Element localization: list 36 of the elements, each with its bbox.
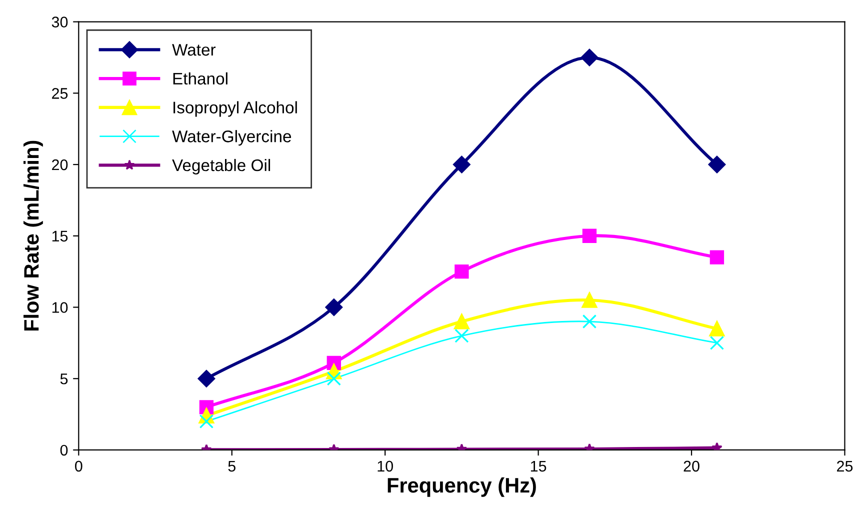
point [708,156,726,174]
y-tick-label: 25 [52,88,68,99]
legend-label: Isopropyl Alcohol [174,101,297,117]
point [198,370,216,388]
point [582,314,597,329]
y-tick-label: 10 [52,302,68,313]
point [710,336,724,350]
point [325,298,343,316]
point [709,320,725,336]
legend-label: Water [172,44,216,56]
point [453,156,470,174]
x-axis-title: Frequency (Hz) [388,477,536,497]
y-tick-label: 5 [60,374,68,384]
point [582,228,597,243]
x-tick-label: 15 [530,460,546,472]
legend-label: Water-Glyercine [172,130,292,146]
x-tick-label: 5 [228,460,236,472]
x-tick-label: 0 [75,460,82,472]
x-tick-label: 10 [378,460,393,472]
legend-label: Ethanol [173,72,228,85]
y-tick-label: 30 [52,16,68,28]
point [582,292,598,308]
point [454,314,470,330]
y-tick-label: 20 [52,159,68,170]
point [580,48,598,66]
y-tick-label: 0 [60,444,68,456]
point [199,414,214,429]
x-tick-label: 20 [684,460,700,472]
y-tick-label: 15 [52,230,68,242]
point [454,264,469,279]
point [454,328,469,343]
x-tick-label: 25 [837,460,853,472]
legend-label: Vegetable Oil [172,158,270,174]
y-axis-title: Flow Rate (mL/min) [24,140,43,331]
point [710,250,724,264]
point [326,372,342,386]
